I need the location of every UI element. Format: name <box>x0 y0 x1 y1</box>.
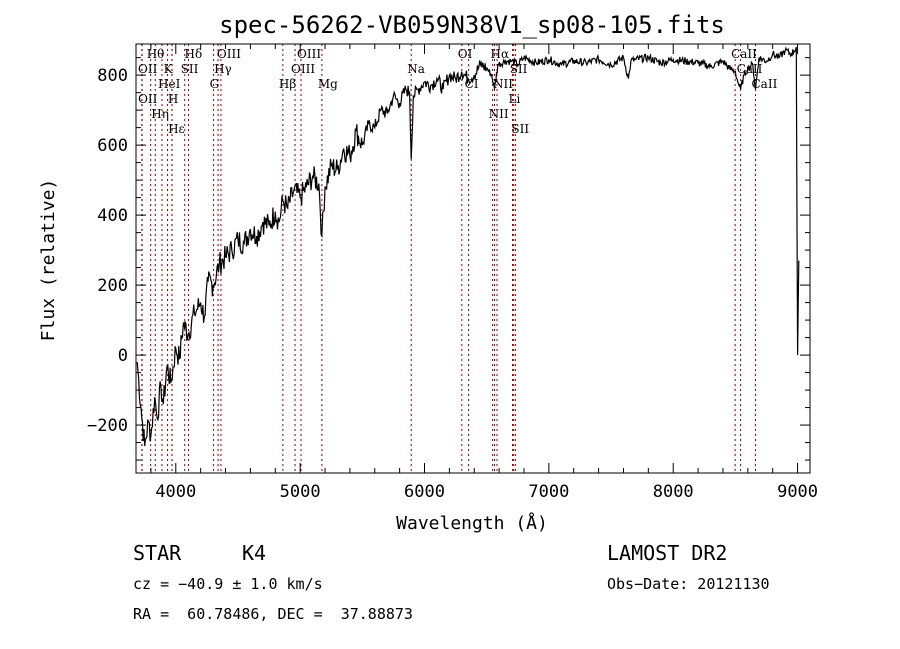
emission-line-label: CI <box>465 77 479 91</box>
x-tick-label: 5000 <box>280 482 321 502</box>
coordinates: RA = 60.78486, DEC = 37.88873 <box>133 605 413 623</box>
emission-line-label: CaII <box>731 47 757 61</box>
emission-line-label: CaII <box>737 62 763 76</box>
emission-line-label: SII <box>510 62 528 76</box>
emission-line-label: K <box>164 62 174 76</box>
emission-line-label: H <box>168 92 178 106</box>
emission-line-label: OIII <box>291 62 315 76</box>
emission-line-label: OIII <box>217 47 241 61</box>
y-tick-label: 200 <box>97 276 128 296</box>
chart-title: spec-56262-VB059N38V1_sp08-105.fits <box>219 11 725 39</box>
emission-line-label: CaII <box>752 77 778 91</box>
subclass: K4 <box>242 541 266 565</box>
x-tick-label: 9000 <box>777 482 818 502</box>
emission-line-label: Na <box>407 62 425 76</box>
y-tick-label: 800 <box>97 66 128 86</box>
emission-line-label: HeI <box>158 77 181 91</box>
y-tick-label: 600 <box>97 136 128 156</box>
redshift-cz: cz = −40.9 ± 1.0 km/s <box>133 575 323 593</box>
emission-line-label: G <box>210 77 220 91</box>
y-tick-label: 400 <box>97 206 128 226</box>
emission-line-label: Hδ <box>185 47 203 61</box>
emission-line-label: NII <box>489 107 509 121</box>
emission-line-label: Hα <box>491 47 510 61</box>
emission-line-label: SII <box>511 122 529 136</box>
emission-line-label: NII <box>493 77 513 91</box>
x-tick-label: 6000 <box>404 482 445 502</box>
spectrum-line <box>136 46 800 447</box>
emission-line-label: Mg <box>318 77 338 91</box>
emission-line-label: SII <box>181 62 199 76</box>
emission-line-label: Hβ <box>279 77 296 91</box>
emission-line-label: OII <box>138 62 158 76</box>
x-tick-label: 7000 <box>528 482 569 502</box>
x-tick-label: 8000 <box>653 482 694 502</box>
emission-line-label: Hγ <box>214 62 232 76</box>
object-type: STAR <box>133 541 182 565</box>
emission-line-label: OIII <box>297 47 321 61</box>
y-tick-label: 0 <box>118 346 128 366</box>
emission-line-label: Hθ <box>147 47 165 61</box>
emission-line-label: OI <box>458 47 473 61</box>
y-tick-label: −200 <box>87 416 128 436</box>
x-axis-label: Wavelength (Å) <box>396 512 548 534</box>
obs-date: Obs−Date: 20121130 <box>607 575 770 593</box>
plot-frame <box>135 43 811 474</box>
emission-line-label: Li <box>509 92 521 106</box>
emission-line-label: Hε <box>168 122 185 136</box>
emission-line-label: Hη <box>151 107 169 121</box>
survey-name: LAMOST DR2 <box>607 541 727 565</box>
emission-line-label: OII <box>138 92 158 106</box>
y-axis-label: Flux (relative) <box>38 179 59 342</box>
x-tick-label: 4000 <box>155 482 196 502</box>
